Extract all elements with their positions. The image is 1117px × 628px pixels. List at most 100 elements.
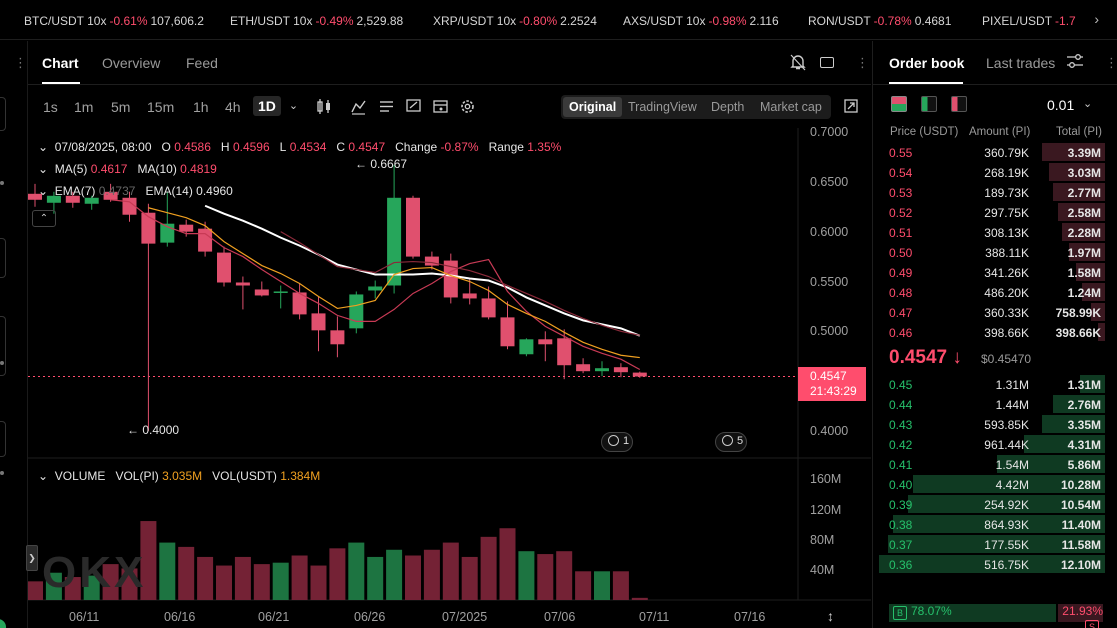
bid-row[interactable]: 0.39 254.92K 10.54M xyxy=(879,495,1105,513)
fullscreen-icon[interactable] xyxy=(844,99,858,113)
expand-panel-button[interactable]: ❯ xyxy=(26,545,38,571)
precision-select[interactable]: 0.01 xyxy=(1047,97,1075,113)
ask-row[interactable]: 0.51 308.13K 2.28M xyxy=(879,223,1105,241)
chevron-right-icon[interactable]: › xyxy=(1094,11,1099,27)
bid-row[interactable]: 0.41 1.54M 5.86M xyxy=(879,455,1105,473)
last-price: 0.4547 ↓ xyxy=(889,347,962,369)
ticker-item-ron[interactable]: RON/USDT -0.78% 0.4681 xyxy=(808,14,951,28)
ask-row[interactable]: 0.46 398.66K 398.66K xyxy=(879,323,1105,341)
settings-gear-icon[interactable] xyxy=(459,98,476,115)
timeframe-4h[interactable]: 4h xyxy=(225,99,241,115)
ema14-label: EMA(14) xyxy=(145,184,193,198)
tab-feed[interactable]: Feed xyxy=(186,55,218,71)
rail-action-button[interactable] xyxy=(0,619,6,628)
ask-total: 2.77M xyxy=(1067,186,1101,200)
template-icon[interactable] xyxy=(432,98,449,115)
chevron-down-icon[interactable]: ⌄ xyxy=(1083,98,1093,110)
ask-row[interactable]: 0.47 360.33K 758.99K xyxy=(879,303,1105,321)
view-depth[interactable]: Depth xyxy=(711,100,745,114)
event-badge[interactable]: 1 xyxy=(601,432,633,452)
chevron-down-icon[interactable]: ⌄ xyxy=(288,100,299,112)
view-tradingview[interactable]: TradingView xyxy=(628,100,697,114)
window-icon[interactable] xyxy=(820,57,834,68)
view-bids-icon[interactable] xyxy=(921,96,937,112)
bid-row[interactable]: 0.42 961.44K 4.31M xyxy=(879,435,1105,453)
ask-row[interactable]: 0.53 189.73K 2.77M xyxy=(879,183,1105,201)
timeframe-1s[interactable]: 1s xyxy=(43,99,58,115)
more-icon[interactable]: ⋮ xyxy=(1105,55,1117,70)
chevron-down-icon[interactable]: ⌄ xyxy=(38,140,49,154)
candlestick-chart[interactable] xyxy=(28,128,871,628)
drawing-tools-icon[interactable] xyxy=(405,98,422,115)
alert-bell-icon[interactable] xyxy=(790,53,806,71)
ticker-item-eth[interactable]: ETH/USDT 10x -0.49% 2,529.88 xyxy=(230,14,403,28)
volume-bar xyxy=(480,536,497,600)
ask-row[interactable]: 0.55 360.79K 3.39M xyxy=(879,143,1105,161)
view-both-sides-icon[interactable] xyxy=(891,96,907,112)
depth-bar xyxy=(1023,435,1105,453)
indicators-icon[interactable] xyxy=(350,98,367,115)
ticker-item-pixel[interactable]: PIXEL/USDT -1.7 xyxy=(982,14,1079,28)
view-original[interactable]: Original xyxy=(563,97,623,117)
chart-toolbar: 1s 1m 5m 15m 1h 4h 1D ⌄ Original Trading… xyxy=(28,86,871,128)
chevron-down-icon[interactable]: ⌄ xyxy=(38,469,49,483)
bid-price: 0.36 xyxy=(889,558,913,572)
tab-chart[interactable]: Chart xyxy=(42,55,79,71)
rail-dot xyxy=(0,471,4,475)
sliders-icon[interactable] xyxy=(1066,53,1084,69)
timeframe-1d[interactable]: 1D xyxy=(253,96,281,116)
ticker-change: -0.61% xyxy=(109,14,148,28)
timeframe-5m[interactable]: 5m xyxy=(111,99,131,115)
ask-total: 2.28M xyxy=(1067,226,1101,240)
open-label: O xyxy=(161,140,171,154)
tab-overview[interactable]: Overview xyxy=(102,55,161,71)
volume-bar xyxy=(102,564,119,600)
ticker-change: -0.98% xyxy=(708,14,747,28)
ticker-pair: BTC/USDT 10x xyxy=(24,14,107,28)
ask-row[interactable]: 0.50 388.11K 1.97M xyxy=(879,243,1105,261)
timeframe-1m[interactable]: 1m xyxy=(74,99,94,115)
bid-row[interactable]: 0.36 516.75K 12.10M xyxy=(879,555,1105,573)
order-book-panel: Order book Last trades ⋮ 0.01 ⌄ Price (U… xyxy=(872,41,1117,628)
tab-last-trades[interactable]: Last trades xyxy=(986,55,1056,71)
ticker-item-xrp[interactable]: XRP/USDT 10x -0.80% 2.2524 xyxy=(433,14,597,28)
bid-row[interactable]: 0.40 4.42M 10.28M xyxy=(879,475,1105,493)
ticker-price: 0.4681 xyxy=(914,14,952,28)
chevron-down-icon[interactable]: ⌄ xyxy=(38,162,49,176)
view-market-cap[interactable]: Market cap xyxy=(760,100,822,114)
more-icon[interactable]: ⋮ xyxy=(856,55,869,70)
candle-body xyxy=(595,368,609,372)
amount-column-header: Amount (PI) xyxy=(969,126,1031,138)
ask-row[interactable]: 0.54 268.19K 3.03M xyxy=(879,163,1105,181)
ticker-item-axs[interactable]: AXS/USDT 10x -0.98% 2.116 xyxy=(623,14,779,28)
candle-body xyxy=(103,191,118,200)
tab-order-book[interactable]: Order book xyxy=(889,55,965,71)
bid-row[interactable]: 0.38 864.93K 11.40M xyxy=(879,515,1105,533)
chevron-up-icon[interactable]: ⌃ xyxy=(32,210,56,227)
chevron-down-icon[interactable]: ⌄ xyxy=(38,184,49,198)
ask-total: 758.99K xyxy=(1055,306,1101,320)
candlestick-type-icon[interactable] xyxy=(316,98,333,115)
bid-row[interactable]: 0.37 177.55K 11.58M xyxy=(879,535,1105,553)
volume-bar xyxy=(499,528,516,600)
range-value: 1.35% xyxy=(527,140,562,154)
bid-row[interactable]: 0.44 1.44M 2.76M xyxy=(879,395,1105,413)
event-badge[interactable]: 5 xyxy=(715,432,747,452)
x-tick-label: 06/16 xyxy=(164,610,196,624)
timeframe-1h[interactable]: 1h xyxy=(193,99,209,115)
ticker-item-btc[interactable]: BTC/USDT 10x -0.61% 107,606.2 xyxy=(24,14,204,28)
ask-row[interactable]: 0.52 297.75K 2.58M xyxy=(879,203,1105,221)
candle-body xyxy=(387,197,402,286)
drag-handle-icon[interactable]: ⋮ xyxy=(14,55,27,70)
ask-row[interactable]: 0.48 486.20K 1.24M xyxy=(879,283,1105,301)
list-settings-icon[interactable] xyxy=(378,98,395,115)
ticker-pair: PIXEL/USDT xyxy=(982,14,1053,28)
view-asks-icon[interactable] xyxy=(951,96,967,112)
timeframe-15m[interactable]: 15m xyxy=(147,99,175,115)
volume-bar xyxy=(461,556,478,600)
bid-row[interactable]: 0.43 593.85K 3.35M xyxy=(879,415,1105,433)
measure-icon[interactable]: ↕ xyxy=(827,608,834,624)
chart-area[interactable]: OKX ⌄ 07/08/2025, 08:00 O 0.4586 H 0.459… xyxy=(28,125,871,628)
ask-row[interactable]: 0.49 341.26K 1.58M xyxy=(879,263,1105,281)
bid-row[interactable]: 0.45 1.31M 1.31M xyxy=(879,375,1105,393)
